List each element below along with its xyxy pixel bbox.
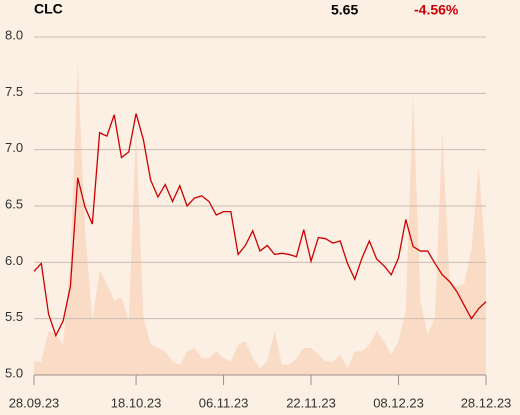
last-price: 5.65 xyxy=(331,2,358,18)
chart-title: CLC xyxy=(34,1,63,17)
y-tick-label: 5.0 xyxy=(5,365,23,380)
x-tick-label: 28.09.23 xyxy=(9,395,60,410)
x-tick-label: 18.10.23 xyxy=(111,395,162,410)
y-tick-label: 8.0 xyxy=(5,27,23,42)
y-tick-label: 7.0 xyxy=(5,140,23,155)
y-tick-label: 5.5 xyxy=(5,309,23,324)
y-tick-label: 6.5 xyxy=(5,196,23,211)
volume-area xyxy=(34,64,486,375)
x-tick-label: 22.11.23 xyxy=(286,395,336,410)
price-change: -4.56% xyxy=(414,2,459,18)
y-tick-label: 7.5 xyxy=(5,84,23,99)
y-tick-label: 6.0 xyxy=(5,253,23,268)
x-tick-label: 28.12.23 xyxy=(461,395,512,410)
price-line xyxy=(33,113,487,338)
x-tick-label: 08.12.23 xyxy=(373,395,424,410)
x-tick-label: 06.11.23 xyxy=(199,395,249,410)
